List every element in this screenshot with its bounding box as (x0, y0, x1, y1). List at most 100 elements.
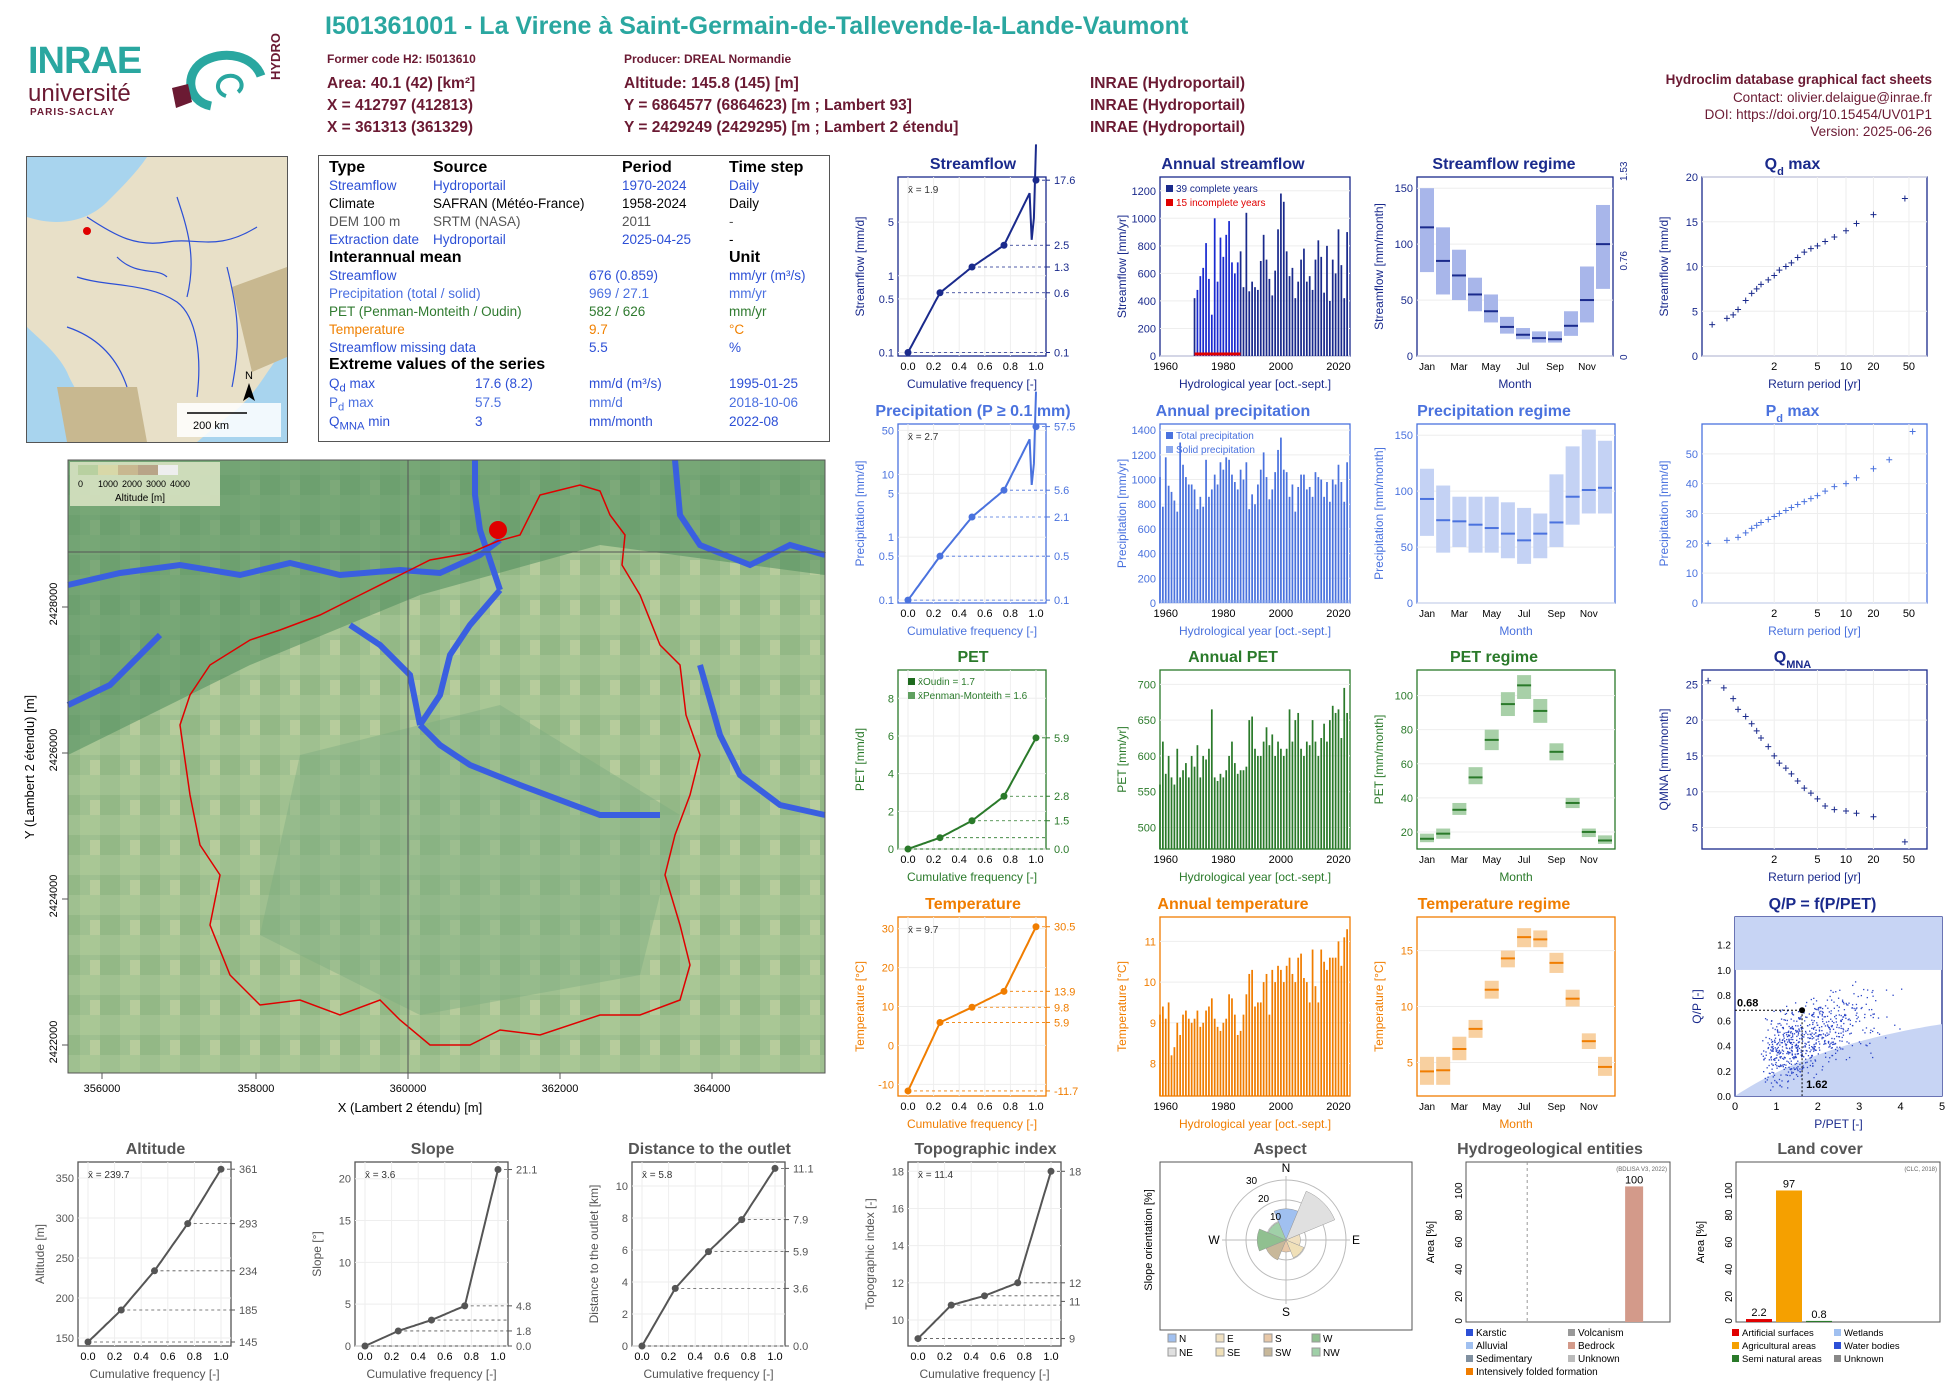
annual-bar (1262, 741, 1265, 849)
return-point (1853, 810, 1860, 817)
qp-point (1805, 1032, 1807, 1034)
annual-bar (1251, 969, 1253, 1096)
annual-bar (1170, 1055, 1173, 1096)
y-tick-label: 0 (1407, 598, 1413, 610)
qp-point (1795, 1031, 1798, 1033)
qp-point (1825, 1043, 1827, 1045)
x-axis-label: Hydrological year [oct.-sept.] (1179, 1117, 1331, 1131)
x-axis-label: Cumulative frequency [-] (89, 1367, 219, 1381)
qp-point (1817, 1035, 1820, 1038)
plot-area (1701, 669, 1928, 850)
landcover-bar (1746, 1319, 1772, 1322)
qp-point (1770, 1039, 1773, 1041)
qp-point (1794, 1002, 1797, 1004)
annual-bar (1317, 755, 1320, 849)
qp-point (1813, 1045, 1815, 1048)
quantile-point (428, 1316, 435, 1324)
qp-point (1822, 1037, 1825, 1039)
qp-point (1848, 1018, 1850, 1020)
y-tick-label: 700 (1138, 679, 1156, 691)
y-tick-label: 350 (56, 1173, 74, 1185)
y-tick-label: 4 (888, 769, 894, 781)
annual-bar (1173, 1047, 1176, 1096)
y-axis-label: Area [%] (1425, 1221, 1437, 1263)
qp-point (1787, 1031, 1790, 1034)
qp-point (1795, 1056, 1797, 1058)
annual-bar (1187, 484, 1190, 603)
quantile-point (904, 348, 912, 356)
qp-point (1781, 1080, 1783, 1082)
right-tick-label: 0.6 (1054, 288, 1069, 300)
plot-area (1735, 1161, 1941, 1323)
y-tick-label: -10 (878, 1079, 894, 1091)
annual-bar (1213, 218, 1216, 356)
qp-point (1793, 1058, 1795, 1060)
return-point (1723, 315, 1730, 322)
y-tick-label: 1200 (1132, 450, 1156, 462)
qp-point (1818, 1034, 1820, 1036)
qp-point (1864, 1013, 1866, 1016)
qp-point (1778, 1049, 1781, 1052)
qp-point (1842, 1016, 1845, 1018)
qp-point (1809, 1030, 1811, 1032)
qp-point (1788, 1040, 1790, 1042)
qp-point (1801, 1067, 1804, 1070)
y-tick-label: 0.1 (879, 595, 894, 607)
qp-point (1778, 1053, 1780, 1055)
right-tick-label: 5.9 (1054, 733, 1069, 745)
annual-bar (1303, 978, 1305, 1096)
legend-swatch (1466, 1329, 1473, 1336)
north-arrow-icon (243, 383, 255, 401)
qp-point (1775, 1057, 1777, 1059)
x-tick-label: 1980 (1211, 854, 1235, 866)
qp-point (1793, 1068, 1796, 1071)
database-title: Hydroclim database graphical fact sheets (1665, 72, 1932, 87)
y-tick-label: 150 (1395, 183, 1413, 195)
legend-swatch (1732, 1355, 1739, 1362)
qp-point (1865, 1027, 1868, 1029)
qp-point (1786, 1019, 1788, 1022)
annual-bar (1225, 234, 1228, 356)
x-tick-label: Jan (1419, 855, 1435, 866)
qp-point (1826, 1032, 1828, 1034)
qp-point (1829, 1028, 1831, 1030)
col-period: Period (622, 159, 672, 176)
qp-point (1779, 1010, 1782, 1013)
map-x-tick-label: 360000 (390, 1083, 427, 1095)
annual-bar (1328, 300, 1331, 356)
qp-point (1791, 1046, 1793, 1048)
qp-point (1815, 1008, 1817, 1010)
qp-point (1810, 1034, 1812, 1036)
x-tick-label: 1960 (1154, 608, 1178, 620)
chart-title: PET (957, 649, 988, 666)
qp-point (1779, 1065, 1781, 1067)
annual-bar (1208, 496, 1210, 603)
quantile-point (936, 834, 944, 842)
y-tick-label: 40 (1724, 1263, 1735, 1275)
x-tick-label: 0.6 (977, 1101, 992, 1113)
y-tick-label: 0 (1150, 351, 1156, 363)
y-tick-label: 25 (1686, 679, 1698, 691)
qp-point (1813, 997, 1815, 1000)
x-axis-label: P/PET [-] (1814, 1117, 1862, 1131)
y-tick-label: 100 (1395, 486, 1413, 498)
qp-point (1796, 1068, 1799, 1070)
qp-point (1892, 994, 1894, 996)
qp-point (1783, 1032, 1785, 1035)
qp-point (1834, 1031, 1837, 1034)
x-tick-label: 0.4 (964, 1351, 979, 1363)
landcover-bar (1776, 1190, 1802, 1322)
qp-point (1833, 1016, 1836, 1018)
qp-point (1836, 1035, 1838, 1038)
qp-point (1768, 1059, 1771, 1061)
y-tick-label: 600 (1138, 524, 1156, 536)
annual-bar (1288, 957, 1291, 1096)
x-tick-label: 20 (1867, 608, 1879, 620)
cell: Daily (729, 178, 760, 193)
qp-point (1795, 1047, 1797, 1049)
x-tick-label: 0.2 (937, 1351, 952, 1363)
qp-point (1770, 1020, 1773, 1022)
qp-point (1800, 1024, 1802, 1027)
qp-point (1819, 1013, 1821, 1015)
